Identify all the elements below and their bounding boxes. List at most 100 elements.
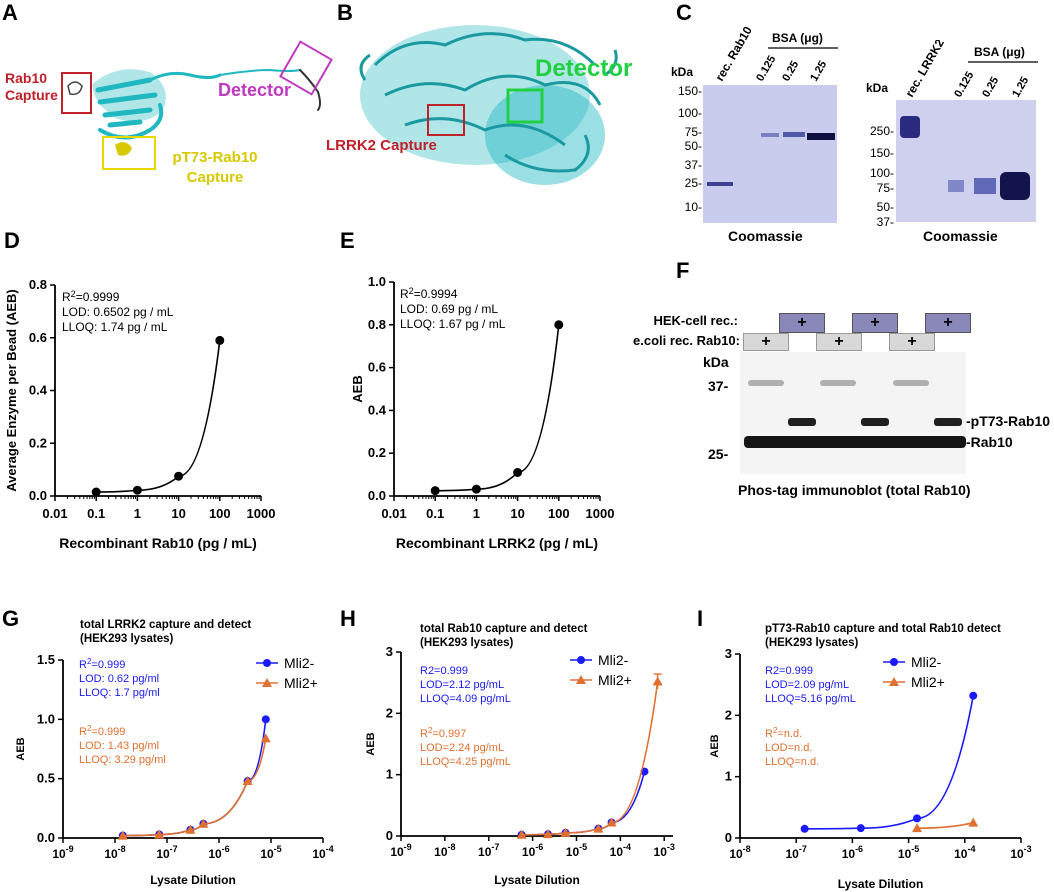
- y-tick-label: 0.6: [29, 330, 47, 345]
- gel-left-marker: 100-: [677, 106, 702, 120]
- gel-right-band-bsa-125: [1000, 172, 1030, 200]
- chart-title: total Rab10 capture and detect: [420, 623, 588, 635]
- x-tick-label: 10-6: [842, 844, 863, 861]
- x-tick-label: 10: [510, 506, 524, 521]
- x-tick-label: 1000: [247, 506, 276, 521]
- y-axis-label: AEB: [365, 732, 377, 755]
- panel-letter-f: F: [676, 258, 690, 283]
- chart-d: 0.0 0.2 0.4 0.6 0.8 0.01 0.1 1 10 100 1000 Recombin…: [4, 277, 275, 551]
- annotation-line: LOD=2.24 pg/mL: [420, 742, 504, 754]
- gel-right-stain: Coomassie: [923, 228, 998, 244]
- legend-label: Mli2-: [598, 652, 629, 668]
- blot-caption: Phos-tag immunoblot (total Rab10): [738, 482, 971, 498]
- y-tick-label: 0.8: [29, 277, 47, 292]
- y-axis-label: AEB: [350, 375, 365, 402]
- panel-letter-a: A: [2, 0, 18, 25]
- legend-marker: [577, 656, 585, 664]
- blot-band-pt73: [788, 418, 816, 426]
- annotation-line: R2=0.999: [79, 724, 125, 738]
- chart-e: 0.0 0.2 0.4 0.6 0.8 1.0 0.01 0.1 1 10 100 1000 Recom…: [350, 274, 614, 551]
- data-point: [154, 829, 165, 839]
- gel-left-marker: 10-: [684, 200, 702, 214]
- rab10-capture-box: [61, 72, 92, 114]
- hek-lane-3-plus: +: [925, 313, 971, 333]
- blot-band-faint: [820, 380, 856, 386]
- pt73-capture-label: pT73-Rab10 Capture: [160, 148, 270, 188]
- series-line-mli2: [521, 771, 646, 836]
- data-point: [593, 823, 604, 833]
- annotation-line: LOD=2.12 pg/mL: [420, 679, 504, 691]
- gel-left-marker: 75-: [684, 125, 702, 139]
- x-tick-label: 10-6: [208, 844, 229, 861]
- y-tick-label: 0.5: [37, 771, 55, 786]
- x-tick-label: 10-6: [522, 842, 543, 859]
- chart-h: 0 1 2 3 10-9 10-8 10-7 10-6 10-5 10-4 10-3 Lysate D…: [365, 623, 675, 887]
- panel-letter-i: I: [697, 606, 704, 631]
- gel-left-band-bsa-0125: [761, 133, 779, 137]
- x-tick-label: 10-5: [260, 844, 281, 861]
- data-point: [174, 471, 184, 481]
- chart-g: 0.0 0.5 1.0 1.5 10-9 10-8 10-7 10-6 10-5 10-4 Lysa…: [15, 619, 334, 887]
- data-point: [513, 467, 523, 477]
- gel-right-marker: 75-: [876, 181, 894, 195]
- annotation-line: LLOQ=4.09 pg/mL: [420, 693, 511, 705]
- annotation-line: LOD: 1.43 pg/ml: [79, 740, 159, 752]
- blot-label-rab10: -Rab10: [966, 434, 1013, 450]
- gel-left-kda: kDa: [671, 65, 694, 79]
- rab10-capture-line1: Rab10: [5, 70, 48, 86]
- gel-right-marker: 150-: [869, 146, 894, 160]
- y-tick-label: 0.0: [29, 488, 47, 503]
- data-point: [968, 817, 979, 827]
- annotation-line: LLOQ: 1.67 pg / mL: [400, 317, 506, 331]
- blot-marker-37: 37-: [708, 378, 729, 394]
- gel-left-band-rab10: [707, 182, 733, 186]
- y-tick-label: 0: [386, 828, 393, 843]
- x-tick-label: 10-9: [52, 844, 73, 861]
- detector-label-a: Detector: [218, 80, 292, 100]
- data-point: [260, 733, 271, 743]
- pt73-capture-box: [102, 136, 156, 170]
- x-axis-label: Lysate Dilution: [838, 877, 924, 891]
- blot-band-faint: [748, 380, 784, 386]
- x-axis-label: Lysate Dilution: [494, 873, 580, 887]
- y-axis-label: Average Enzyme per Bead (AEB): [4, 289, 19, 492]
- data-point: [117, 830, 128, 840]
- x-axis-label: Lysate Dilution: [150, 873, 236, 887]
- x-tick-label: 10-5: [898, 844, 919, 861]
- blot-kda: kDa: [703, 354, 729, 370]
- x-tick-label: 100: [209, 506, 231, 521]
- blot-band-faint: [893, 380, 929, 386]
- data-point: [913, 814, 922, 823]
- x-tick-label: 10-7: [786, 844, 807, 861]
- ecoli-lane-2-plus: +: [816, 333, 862, 351]
- x-tick-label: 100: [548, 506, 570, 521]
- legend-marker: [262, 678, 272, 687]
- legend-label: Mli2-: [284, 655, 315, 671]
- blot-marker-25: 25-: [708, 446, 729, 462]
- x-tick-label: 0.1: [87, 506, 105, 521]
- series-line-mli2: [122, 719, 267, 837]
- series-line-mli2: [917, 821, 974, 829]
- legend-label: Mli2+: [284, 675, 318, 691]
- y-tick-label: 0.6: [368, 360, 386, 375]
- annotation-line: LLOQ=5.16 pg/mL: [765, 693, 856, 705]
- gel-right-bsa-label: BSA (μg): [974, 45, 1025, 59]
- series-line-mli2: [122, 738, 267, 837]
- gel-right-band-bsa-0125: [948, 180, 964, 192]
- gel-left-stain: Coomassie: [728, 228, 803, 244]
- rab10-protein-cartoon: [92, 68, 321, 140]
- chart-title: (HEK293 lysates): [420, 637, 513, 649]
- x-tick-label: 10-4: [610, 842, 631, 859]
- gel-right-lane-labels: rec. LRRK2 0.125 0.25 1.25 BSA (μg): [902, 40, 1038, 100]
- gel-left-marker: 150-: [677, 84, 702, 98]
- data-point: [215, 335, 225, 345]
- y-tick-label: 1: [725, 769, 732, 784]
- y-tick-label: 2: [725, 707, 732, 722]
- gel-right-marker: 100-: [869, 166, 894, 180]
- data-point: [969, 691, 978, 700]
- data-point: [198, 818, 209, 828]
- data-point: [606, 817, 617, 827]
- y-tick-label: 0.0: [37, 830, 55, 845]
- phos-tag-blot: [740, 352, 966, 474]
- data-point: [261, 715, 270, 724]
